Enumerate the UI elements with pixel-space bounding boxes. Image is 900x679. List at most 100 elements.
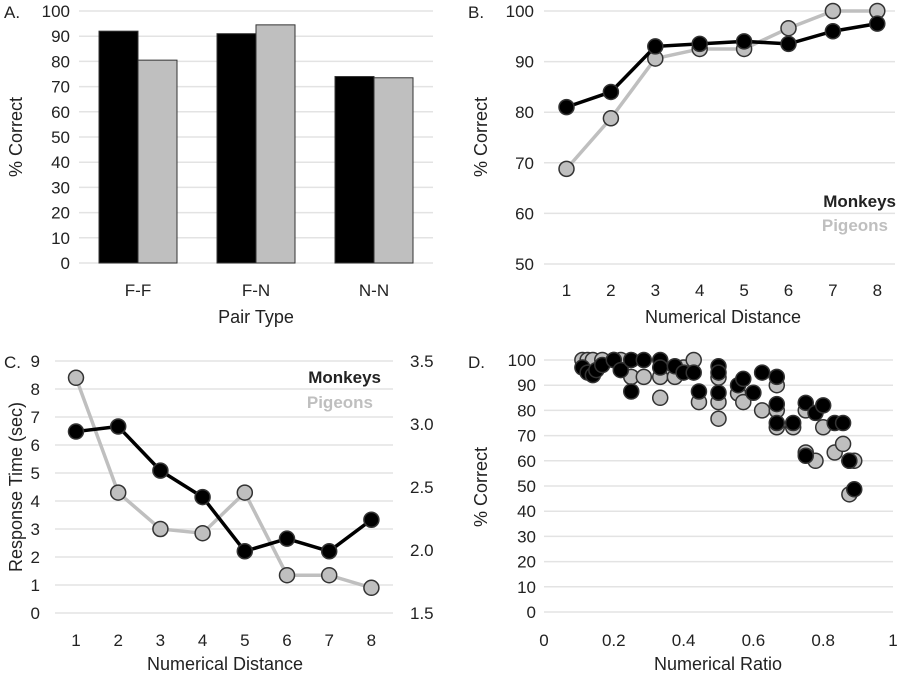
x-tick-label: F-N (242, 281, 270, 300)
bar-monkeys (216, 33, 257, 264)
x-tick-label: 2 (113, 631, 122, 650)
data-point-monkeys (710, 384, 727, 402)
panel-label: D. (468, 353, 485, 372)
data-point-monkeys (753, 364, 771, 381)
data-point-pigeons (834, 435, 852, 453)
x-tick-label: N-N (359, 281, 389, 300)
legend-pigeons: Pigeons (307, 393, 373, 412)
y-tick-label: 30 (517, 527, 536, 546)
y-tick-label: 90 (515, 53, 534, 72)
y-tick-label-left: 6 (31, 436, 40, 455)
x-axis-label: Numerical Distance (147, 654, 303, 674)
legend-monkeys: Monkeys (823, 192, 896, 211)
y-tick-label-left: 2 (31, 548, 40, 567)
y-axis-label: Response Time (sec) (6, 402, 26, 572)
data-point-monkeys (784, 414, 802, 432)
data-point-pigeons (109, 484, 127, 501)
y-axis-label: % Correct (471, 447, 491, 527)
y-tick-label: 60 (51, 103, 70, 122)
y-tick-label: 20 (517, 553, 536, 572)
panel-label: A. (4, 3, 20, 22)
data-point-monkeys (690, 383, 708, 400)
data-point-monkeys (814, 397, 832, 414)
y-tick-label: 100 (42, 2, 70, 21)
data-point-monkeys (278, 530, 296, 547)
data-point-pigeons (558, 160, 575, 178)
y-tick-label: 20 (51, 204, 70, 223)
y-tick-label: 10 (51, 229, 70, 248)
y-tick-label: 30 (51, 178, 70, 197)
data-point-monkeys (67, 423, 85, 440)
data-point-monkeys (834, 414, 852, 432)
data-point-pigeons (651, 389, 669, 407)
y-tick-label: 60 (517, 452, 536, 471)
bar-pigeons (373, 77, 414, 264)
y-tick-label: 50 (515, 255, 534, 274)
x-tick-label: 0 (539, 631, 548, 650)
data-point-pigeons (320, 566, 338, 584)
data-point-monkeys (612, 361, 630, 379)
data-point-monkeys (824, 22, 842, 40)
x-tick-label: 0.4 (672, 631, 696, 650)
data-point-pigeons (780, 19, 797, 37)
x-tick-label: 7 (324, 631, 333, 650)
x-tick-label: 0.8 (811, 631, 835, 650)
data-point-monkeys (768, 414, 786, 432)
data-point-monkeys (152, 462, 169, 479)
legend-monkeys: Monkeys (308, 368, 381, 387)
x-tick-label: 5 (240, 631, 249, 650)
data-point-pigeons (236, 484, 254, 501)
data-point-monkeys (710, 364, 727, 381)
data-point-monkeys (109, 418, 127, 435)
data-point-monkeys (780, 35, 797, 53)
data-point-monkeys (236, 543, 254, 560)
data-point-pigeons (278, 566, 296, 584)
x-tick-label: 2 (606, 281, 615, 300)
y-tick-label: 50 (51, 128, 70, 147)
data-point-pigeons (735, 393, 752, 411)
data-point-monkeys (735, 370, 752, 388)
data-point-monkeys (194, 488, 211, 506)
y-tick-label-left: 9 (31, 352, 40, 371)
data-point-monkeys (869, 15, 886, 32)
data-point-pigeons (824, 2, 842, 20)
bar-pigeons (255, 24, 296, 264)
y-tick-label-right: 2.0 (410, 541, 434, 560)
data-point-monkeys (623, 383, 640, 400)
y-tick-label: 40 (51, 153, 70, 172)
data-point-monkeys (735, 33, 753, 50)
data-point-monkeys (320, 543, 338, 560)
x-tick-label: 0.2 (602, 631, 626, 650)
data-point-monkeys (651, 359, 669, 376)
data-point-monkeys (745, 384, 762, 402)
x-tick-label: 3 (156, 631, 165, 650)
data-point-monkeys (635, 351, 653, 369)
data-point-pigeons (194, 524, 211, 542)
x-tick-label: 6 (282, 631, 291, 650)
y-tick-label-left: 3 (31, 520, 40, 539)
x-tick-label: 4 (198, 631, 207, 650)
x-tick-label: 6 (784, 281, 793, 300)
y-tick-label-left: 1 (31, 576, 40, 595)
data-point-monkeys (768, 395, 786, 413)
data-point-monkeys (602, 83, 620, 101)
data-point-pigeons (710, 410, 727, 427)
y-tick-label: 70 (51, 78, 70, 97)
x-tick-label: 8 (367, 631, 376, 650)
y-tick-label-left: 0 (31, 604, 40, 623)
y-tick-label: 80 (517, 401, 536, 420)
y-tick-label: 50 (517, 477, 536, 496)
x-tick-label: 1 (562, 281, 571, 300)
y-axis-label: % Correct (471, 97, 491, 177)
data-point-pigeons (363, 579, 380, 597)
y-axis-label: % Correct (6, 97, 26, 177)
x-tick-label: 3 (651, 281, 660, 300)
y-tick-label: 10 (517, 578, 536, 597)
panel-b: 50 60 70 80 90 100 B. 1 2 3 4 5 6 7 8 Numerical Distanc… (468, 2, 896, 327)
y-tick-label-right: 2.5 (410, 478, 434, 497)
data-point-monkeys (691, 35, 708, 53)
x-tick-label: 7 (828, 281, 837, 300)
data-point-monkeys (647, 38, 664, 55)
x-tick-label: 4 (695, 281, 704, 300)
